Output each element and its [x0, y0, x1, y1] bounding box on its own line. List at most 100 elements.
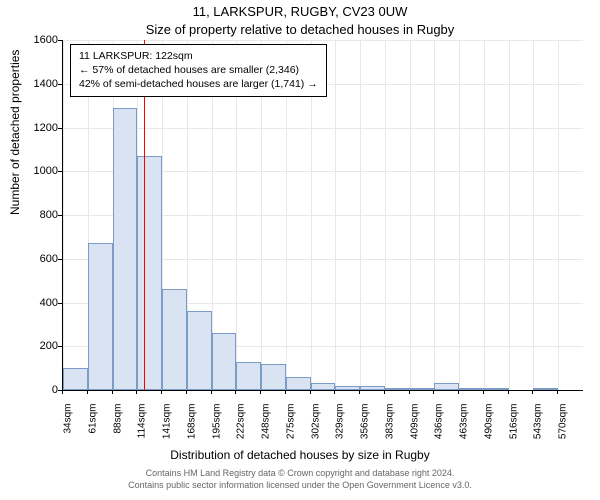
annotation-box: 11 LARKSPUR: 122sqm← 57% of detached hou…: [70, 44, 327, 97]
x-tick-label: 195sqm: [211, 404, 222, 448]
x-tick-mark: [334, 390, 335, 394]
x-tick-mark: [112, 390, 113, 394]
y-tick-mark: [58, 303, 62, 304]
x-tick-mark: [483, 390, 484, 394]
annotation-line3: 42% of semi-detached houses are larger (…: [79, 77, 318, 91]
x-tick-mark: [260, 390, 261, 394]
histogram-bar: [434, 383, 459, 390]
x-tick-label: 168sqm: [186, 404, 197, 448]
x-tick-mark: [409, 390, 410, 394]
histogram-bar: [63, 368, 88, 390]
gridline-v: [360, 40, 361, 390]
x-tick-label: 329sqm: [335, 404, 346, 448]
histogram-bar: [162, 289, 187, 390]
y-tick-mark: [58, 346, 62, 347]
gridline-v: [558, 40, 559, 390]
gridline-h: [63, 40, 583, 41]
x-tick-mark: [235, 390, 236, 394]
y-tick-label: 400: [18, 297, 58, 309]
x-tick-label: 543sqm: [533, 404, 544, 448]
gridline-v: [533, 40, 534, 390]
x-tick-label: 436sqm: [434, 404, 445, 448]
histogram-bar: [286, 377, 311, 390]
annotation-line2: ← 57% of detached houses are smaller (2,…: [79, 63, 318, 77]
x-tick-label: 275sqm: [285, 404, 296, 448]
x-tick-label: 114sqm: [137, 404, 148, 448]
x-tick-label: 34sqm: [63, 404, 74, 448]
footer-line2: Contains public sector information licen…: [128, 480, 472, 490]
x-tick-label: 383sqm: [384, 404, 395, 448]
y-tick-mark: [58, 40, 62, 41]
y-tick-label: 0: [18, 384, 58, 396]
x-tick-label: 356sqm: [360, 404, 371, 448]
x-tick-mark: [87, 390, 88, 394]
y-tick-mark: [58, 259, 62, 260]
x-tick-mark: [458, 390, 459, 394]
histogram-bar: [311, 383, 336, 390]
x-tick-label: 516sqm: [508, 404, 519, 448]
histogram-bar: [212, 333, 237, 390]
x-tick-mark: [310, 390, 311, 394]
y-tick-mark: [58, 84, 62, 85]
x-tick-label: 222sqm: [236, 404, 247, 448]
x-tick-mark: [211, 390, 212, 394]
gridline-v: [63, 40, 64, 390]
x-tick-label: 88sqm: [112, 404, 123, 448]
histogram-bar: [236, 362, 261, 390]
y-tick-mark: [58, 128, 62, 129]
x-axis-label: Distribution of detached houses by size …: [0, 448, 600, 462]
gridline-h: [63, 128, 583, 129]
x-tick-mark: [384, 390, 385, 394]
histogram-bar: [410, 388, 435, 390]
gridline-v: [484, 40, 485, 390]
y-tick-mark: [58, 215, 62, 216]
y-tick-label: 600: [18, 253, 58, 265]
gridline-v: [335, 40, 336, 390]
histogram-bar: [533, 388, 558, 390]
x-tick-mark: [285, 390, 286, 394]
x-tick-label: 248sqm: [261, 404, 272, 448]
y-tick-mark: [58, 171, 62, 172]
x-tick-mark: [62, 390, 63, 394]
y-tick-label: 200: [18, 340, 58, 352]
x-tick-mark: [557, 390, 558, 394]
x-tick-label: 61sqm: [87, 404, 98, 448]
y-tick-label: 800: [18, 209, 58, 221]
y-tick-label: 1200: [18, 122, 58, 134]
y-tick-label: 1400: [18, 78, 58, 90]
footer-line1: Contains HM Land Registry data © Crown c…: [146, 468, 455, 478]
x-tick-label: 409sqm: [409, 404, 420, 448]
x-tick-mark: [433, 390, 434, 394]
y-tick-label: 1600: [18, 34, 58, 46]
histogram-bar: [261, 364, 286, 390]
gridline-v: [410, 40, 411, 390]
x-tick-label: 490sqm: [483, 404, 494, 448]
title-main: 11, LARKSPUR, RUGBY, CV23 0UW: [0, 4, 600, 19]
gridline-v: [385, 40, 386, 390]
histogram-bar: [88, 243, 113, 390]
annotation-line1: 11 LARKSPUR: 122sqm: [79, 49, 318, 63]
gridline-v: [509, 40, 510, 390]
x-tick-mark: [532, 390, 533, 394]
x-tick-label: 302sqm: [310, 404, 321, 448]
histogram-bar: [137, 156, 162, 390]
footer-attribution: Contains HM Land Registry data © Crown c…: [0, 468, 600, 491]
x-tick-mark: [186, 390, 187, 394]
x-tick-label: 463sqm: [459, 404, 470, 448]
histogram-bar: [187, 311, 212, 390]
gridline-v: [434, 40, 435, 390]
x-tick-mark: [161, 390, 162, 394]
histogram-bar: [385, 388, 410, 390]
y-tick-label: 1000: [18, 165, 58, 177]
histogram-bar: [113, 108, 138, 390]
x-tick-mark: [508, 390, 509, 394]
x-tick-label: 570sqm: [558, 404, 569, 448]
x-tick-label: 141sqm: [162, 404, 173, 448]
histogram-bar: [484, 388, 509, 390]
histogram-bar: [459, 388, 484, 390]
histogram-bar: [360, 386, 385, 390]
x-tick-mark: [136, 390, 137, 394]
gridline-v: [459, 40, 460, 390]
title-sub: Size of property relative to detached ho…: [0, 22, 600, 37]
x-tick-mark: [359, 390, 360, 394]
